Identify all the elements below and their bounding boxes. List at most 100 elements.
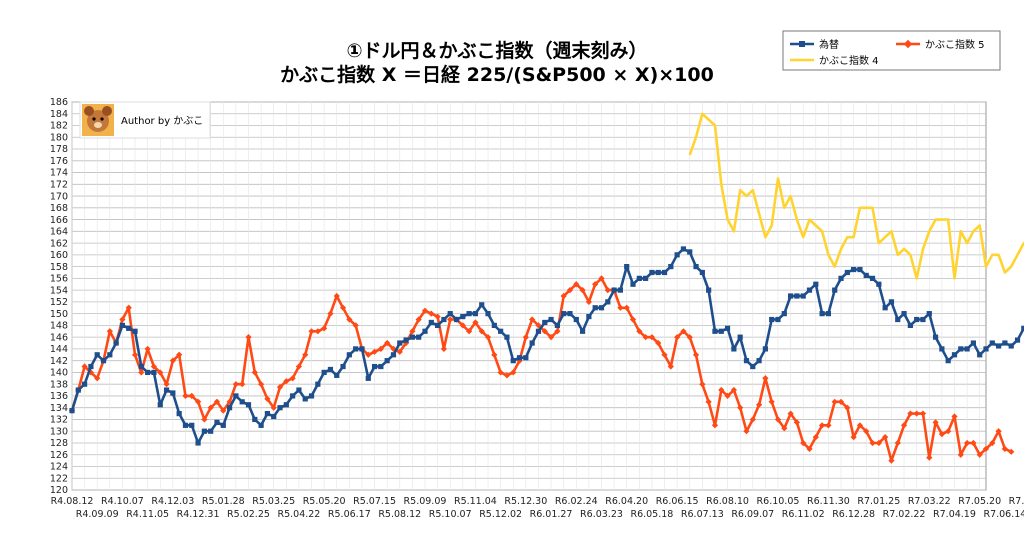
data-point: [201, 428, 207, 434]
data-point: [604, 286, 611, 294]
data-point: [977, 352, 983, 358]
data-point: [851, 266, 857, 273]
x-tick-label: R7.06.14: [983, 509, 1024, 520]
data-point: [617, 287, 623, 293]
data-point: [636, 275, 642, 281]
data-point: [1014, 337, 1021, 343]
data-point: [428, 319, 434, 326]
x-tick-label: R4.12.03: [151, 496, 194, 507]
data-point: [945, 358, 951, 364]
data-point: [869, 275, 876, 281]
data-point: [321, 369, 327, 376]
data-point: [901, 311, 907, 317]
data-point: [711, 422, 719, 429]
data-point: [951, 352, 958, 358]
data-point: [440, 345, 448, 353]
y-tick-label: 152: [50, 297, 68, 308]
data-point: [699, 269, 705, 276]
data-point: [875, 439, 882, 447]
data-point: [838, 275, 844, 281]
x-tick-label: R4.12.31: [177, 509, 220, 520]
data-point: [1002, 340, 1008, 346]
data-point: [245, 402, 252, 408]
data-point: [932, 419, 939, 426]
data-point: [170, 390, 176, 396]
data-point: [315, 381, 321, 387]
data-point: [472, 311, 479, 317]
data-point: [182, 422, 189, 428]
y-tick-label: 136: [50, 391, 68, 402]
data-point: [498, 328, 504, 334]
data-point: [737, 404, 744, 411]
data-point: [586, 313, 592, 320]
data-point: [876, 281, 882, 287]
data-point: [907, 322, 913, 328]
data-point: [579, 286, 586, 294]
data-point: [731, 346, 737, 352]
x-tick-label: R6.07.13: [681, 509, 724, 520]
x-tick-label: R6.08.10: [706, 496, 749, 507]
y-tick-label: 184: [50, 109, 68, 120]
data-point: [145, 369, 151, 376]
data-point: [573, 316, 579, 323]
data-point: [333, 292, 340, 300]
data-point: [479, 302, 485, 308]
data-point: [434, 313, 441, 320]
data-point: [567, 311, 573, 317]
data-point: [226, 405, 233, 411]
y-tick-label: 144: [50, 344, 68, 355]
data-point: [624, 264, 630, 270]
x-tick-label: R6.11.02: [782, 509, 825, 520]
data-point: [554, 328, 561, 335]
data-point: [422, 328, 428, 334]
data-point: [649, 269, 655, 276]
x-tick-label: R5.04.22: [277, 509, 320, 520]
data-point: [592, 305, 598, 311]
data-point: [636, 328, 643, 335]
data-point: [214, 419, 220, 425]
data-point: [264, 395, 271, 403]
data-point: [491, 351, 498, 358]
data-point: [308, 393, 315, 399]
data-point: [75, 387, 81, 393]
data-point: [743, 358, 750, 364]
data-point: [989, 340, 995, 346]
data-point: [82, 381, 88, 387]
data-point: [737, 334, 743, 340]
x-tick-label: R4.11.05: [126, 509, 169, 520]
x-tick-label: R5.12.02: [479, 509, 522, 520]
y-tick-label: 138: [50, 379, 68, 390]
data-point: [119, 316, 126, 323]
data-point: [680, 246, 687, 252]
data-point: [113, 340, 119, 346]
data-point: [384, 339, 391, 347]
data-point: [957, 451, 964, 458]
data-point: [239, 399, 245, 405]
y-tick-label: 168: [50, 203, 68, 214]
data-point: [850, 434, 857, 441]
data-point: [730, 386, 738, 394]
data-point: [806, 287, 813, 293]
data-point: [598, 305, 605, 311]
data-point: [252, 416, 258, 423]
x-tick-label: R6.06.15: [656, 496, 699, 507]
data-point: [107, 352, 113, 358]
data-point: [151, 369, 157, 376]
data-point: [208, 428, 214, 434]
data-point: [251, 369, 258, 376]
y-tick-label: 182: [50, 121, 68, 132]
legend-item-kabuko4: かぶこ指数 4: [790, 54, 879, 67]
x-tick-label: R5.09.09: [404, 496, 447, 507]
y-tick-label: 156: [50, 274, 68, 285]
y-tick-label: 130: [50, 426, 68, 437]
x-tick-label: R7.05.20: [958, 496, 1001, 507]
data-point: [844, 269, 850, 276]
data-point: [920, 316, 926, 323]
x-tick-label: R7.04.19: [933, 509, 976, 520]
legend-label-kabuko5: かぶこ指数 5: [925, 38, 985, 51]
data-point: [220, 422, 226, 428]
data-point: [472, 319, 479, 326]
data-point: [712, 328, 718, 334]
x-tick-label: R7.07.12: [1009, 496, 1024, 507]
data-point: [510, 358, 516, 364]
